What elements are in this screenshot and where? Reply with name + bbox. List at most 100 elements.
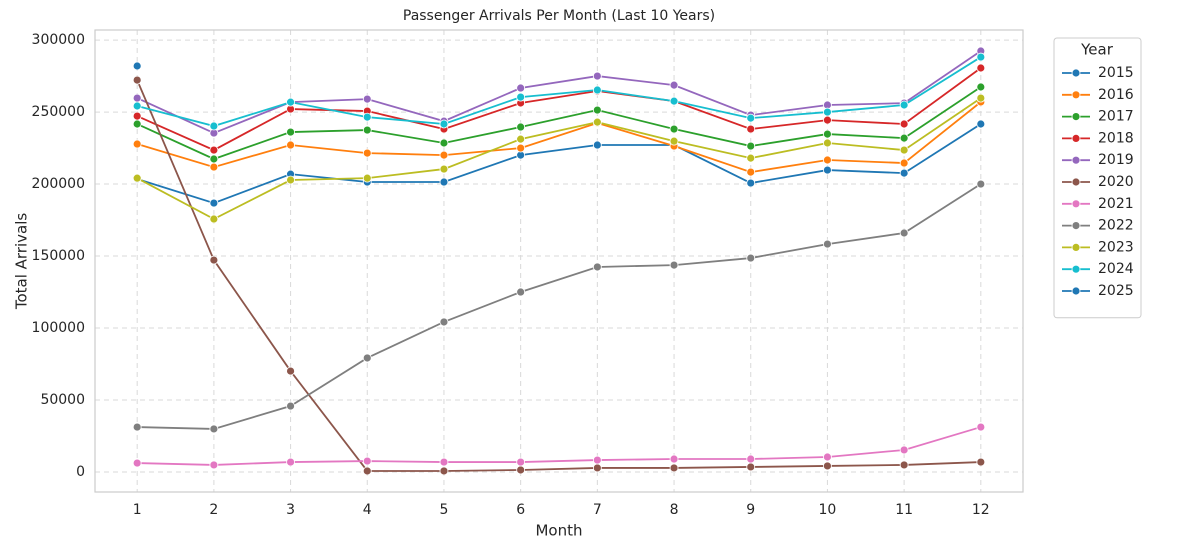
marker [899, 158, 909, 168]
marker [746, 454, 756, 464]
y-tick-label: 250000 [32, 104, 85, 120]
marker [516, 92, 526, 102]
marker [286, 97, 295, 107]
marker [132, 119, 142, 129]
marker [746, 113, 756, 123]
marker [516, 122, 526, 132]
y-tick-label: 50000 [40, 392, 85, 408]
x-tick-label: 4 [363, 502, 372, 518]
marker [976, 179, 986, 189]
legend-marker [1071, 264, 1081, 274]
marker [439, 164, 449, 174]
marker [669, 260, 679, 270]
marker [362, 353, 372, 363]
x-tick-label: 10 [819, 502, 837, 518]
marker [516, 134, 526, 144]
marker [362, 112, 372, 122]
marker [976, 63, 986, 73]
marker [209, 255, 219, 265]
x-tick-label: 12 [972, 502, 990, 518]
marker [746, 124, 756, 134]
marker [823, 155, 832, 165]
x-tick-label: 2 [209, 502, 218, 518]
x-tick-label: 7 [593, 502, 602, 518]
legend-marker [1071, 133, 1081, 143]
marker [286, 457, 295, 467]
marker [209, 198, 219, 208]
marker [746, 462, 756, 472]
marker [132, 93, 142, 103]
marker [669, 454, 679, 464]
legend-label: 2020 [1098, 174, 1134, 190]
marker [976, 422, 986, 432]
marker [439, 177, 449, 187]
y-tick-label: 150000 [32, 248, 85, 264]
y-tick-label: 0 [76, 464, 85, 480]
marker [976, 119, 986, 129]
marker [132, 173, 142, 183]
marker [823, 452, 832, 462]
marker [132, 61, 142, 71]
marker [976, 82, 986, 92]
marker [823, 138, 832, 148]
marker [439, 317, 449, 327]
legend-marker [1071, 112, 1081, 121]
marker [899, 133, 909, 143]
marker [669, 80, 679, 90]
marker [439, 150, 449, 160]
marker [132, 458, 142, 468]
marker [132, 111, 142, 121]
legend-marker [1071, 90, 1081, 100]
line [136, 67, 982, 152]
marker [669, 136, 679, 146]
line [136, 101, 982, 174]
chart-title: Passenger Arrivals Per Month (Last 10 Ye… [403, 8, 715, 24]
line [137, 426, 982, 466]
legend-label: 2016 [1098, 87, 1134, 103]
marker [976, 457, 986, 467]
line [137, 183, 982, 430]
marker [209, 121, 219, 131]
marker [823, 239, 832, 249]
legend-marker [1071, 68, 1081, 78]
marker [516, 83, 526, 93]
x-tick-label: 5 [439, 502, 448, 518]
legend-label: 2021 [1098, 196, 1134, 212]
marker [132, 422, 142, 432]
marker [516, 287, 526, 297]
legend-marker [1071, 155, 1081, 165]
y-tick-label: 100000 [32, 320, 85, 336]
marker [209, 154, 219, 164]
x-tick-label: 11 [895, 502, 913, 518]
line [136, 79, 981, 472]
x-tick-label: 9 [746, 502, 755, 518]
legend-label: 2025 [1098, 283, 1134, 299]
marker [746, 167, 756, 177]
line [136, 56, 982, 127]
marker [823, 461, 832, 471]
marker [439, 138, 449, 148]
marker [132, 139, 142, 149]
x-tick-label: 1 [133, 502, 142, 518]
marker [362, 125, 372, 135]
marker [592, 140, 602, 150]
marker [746, 141, 756, 151]
marker [209, 214, 219, 224]
marker [209, 162, 219, 172]
legend-marker [1071, 221, 1081, 231]
marker [823, 129, 832, 139]
marker [439, 466, 449, 476]
marker [209, 460, 219, 470]
marker [899, 119, 909, 129]
marker [362, 148, 372, 158]
marker [899, 228, 909, 238]
marker [516, 457, 526, 467]
line [136, 86, 982, 160]
y-tick-label: 200000 [32, 176, 85, 192]
marker [362, 456, 372, 466]
marker [899, 145, 909, 155]
marker [286, 366, 295, 376]
marker [209, 424, 219, 434]
legend-marker [1071, 286, 1081, 296]
